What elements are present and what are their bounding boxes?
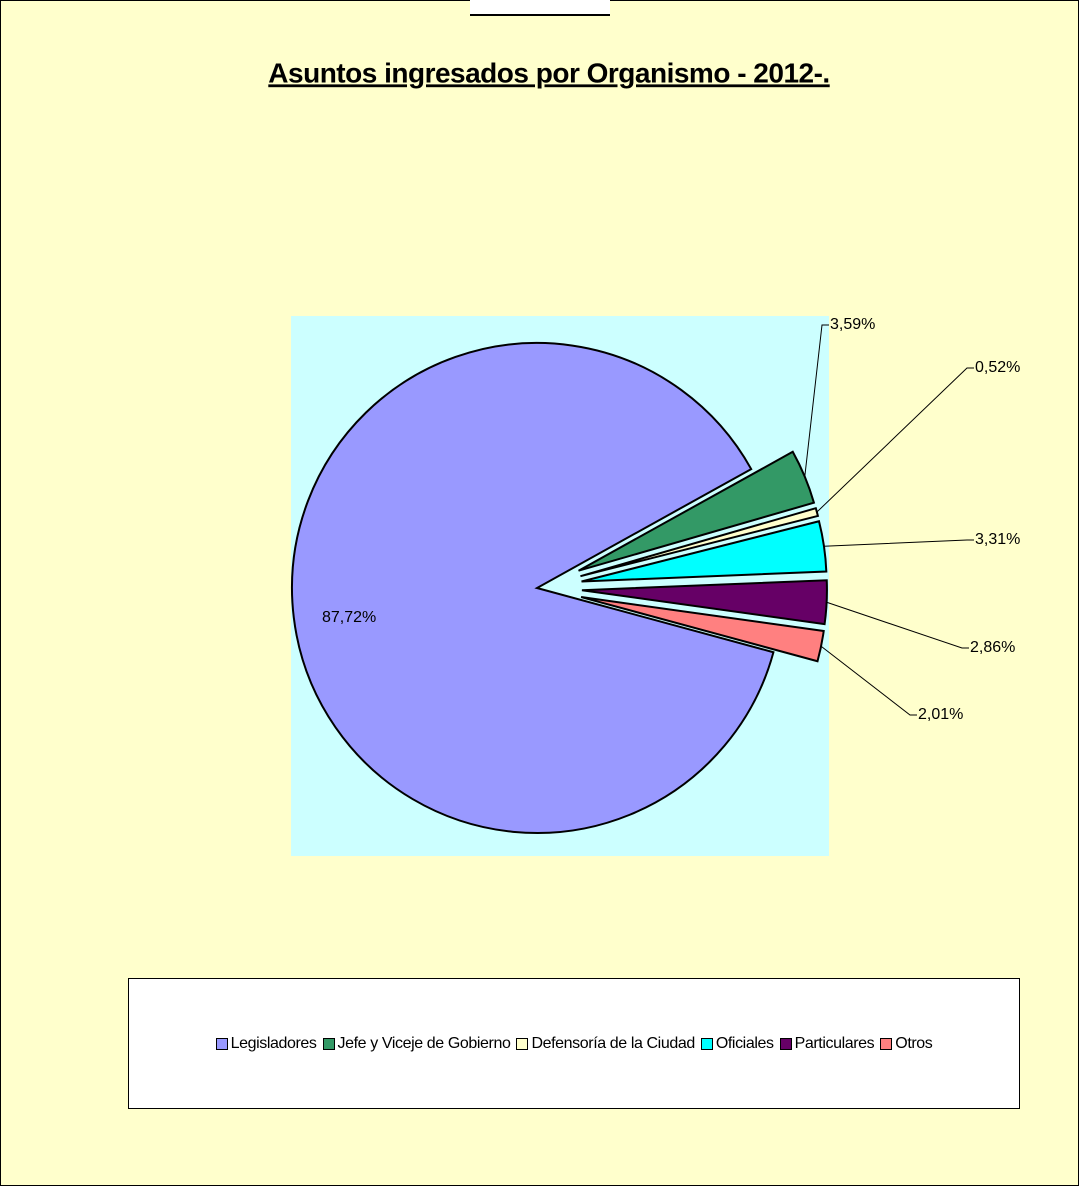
leader-line [823, 539, 974, 547]
legend-swatch [215, 1037, 228, 1050]
data-label: 3,59% [830, 316, 875, 333]
data-label: 87,72% [322, 609, 376, 626]
data-label: 2,86% [970, 639, 1015, 656]
legend-label: Jefe y Viceje de Gobierno [337, 1034, 511, 1052]
leader-line [820, 645, 917, 716]
legend-label: Otros [895, 1034, 933, 1052]
legend-label: Particulares [794, 1034, 875, 1052]
legend: Legisladores Jefe y Viceje de Gobierno Def… [128, 978, 1020, 1109]
pie-slice [291, 342, 775, 834]
legend-swatch [516, 1037, 529, 1050]
leader-line [816, 367, 974, 513]
legend-swatch [779, 1037, 792, 1050]
leader-line [826, 601, 969, 649]
chart-title: Asuntos ingresados por Organismo - 2012-… [268, 57, 829, 88]
pie-slice [581, 579, 828, 626]
leader-line [804, 324, 829, 477]
data-label: 3,31% [975, 531, 1020, 548]
legend-item: Defensoría de la Ciudad [516, 1034, 695, 1053]
legend-item: Oficiales [700, 1034, 774, 1053]
legend-label: Defensoría de la Ciudad [531, 1034, 695, 1052]
pie-slice [581, 520, 828, 583]
pie-slice [580, 596, 825, 663]
legend-swatch [880, 1037, 893, 1050]
pie-slice [578, 450, 816, 572]
top-tab [470, 0, 610, 14]
data-label: 2,01% [918, 706, 963, 723]
legend-label: Legisladores [230, 1034, 317, 1052]
legend-item: Particulares [779, 1034, 875, 1053]
legend-item: Legisladores [215, 1034, 317, 1053]
data-label: 0,52% [975, 359, 1020, 376]
pie-slice [580, 506, 820, 578]
legend-swatch [322, 1037, 335, 1050]
legend-label: Oficiales [715, 1034, 774, 1052]
legend-item: Jefe y Viceje de Gobierno [322, 1034, 511, 1053]
legend-swatch [700, 1037, 713, 1050]
legend-item: Otros [880, 1034, 933, 1053]
